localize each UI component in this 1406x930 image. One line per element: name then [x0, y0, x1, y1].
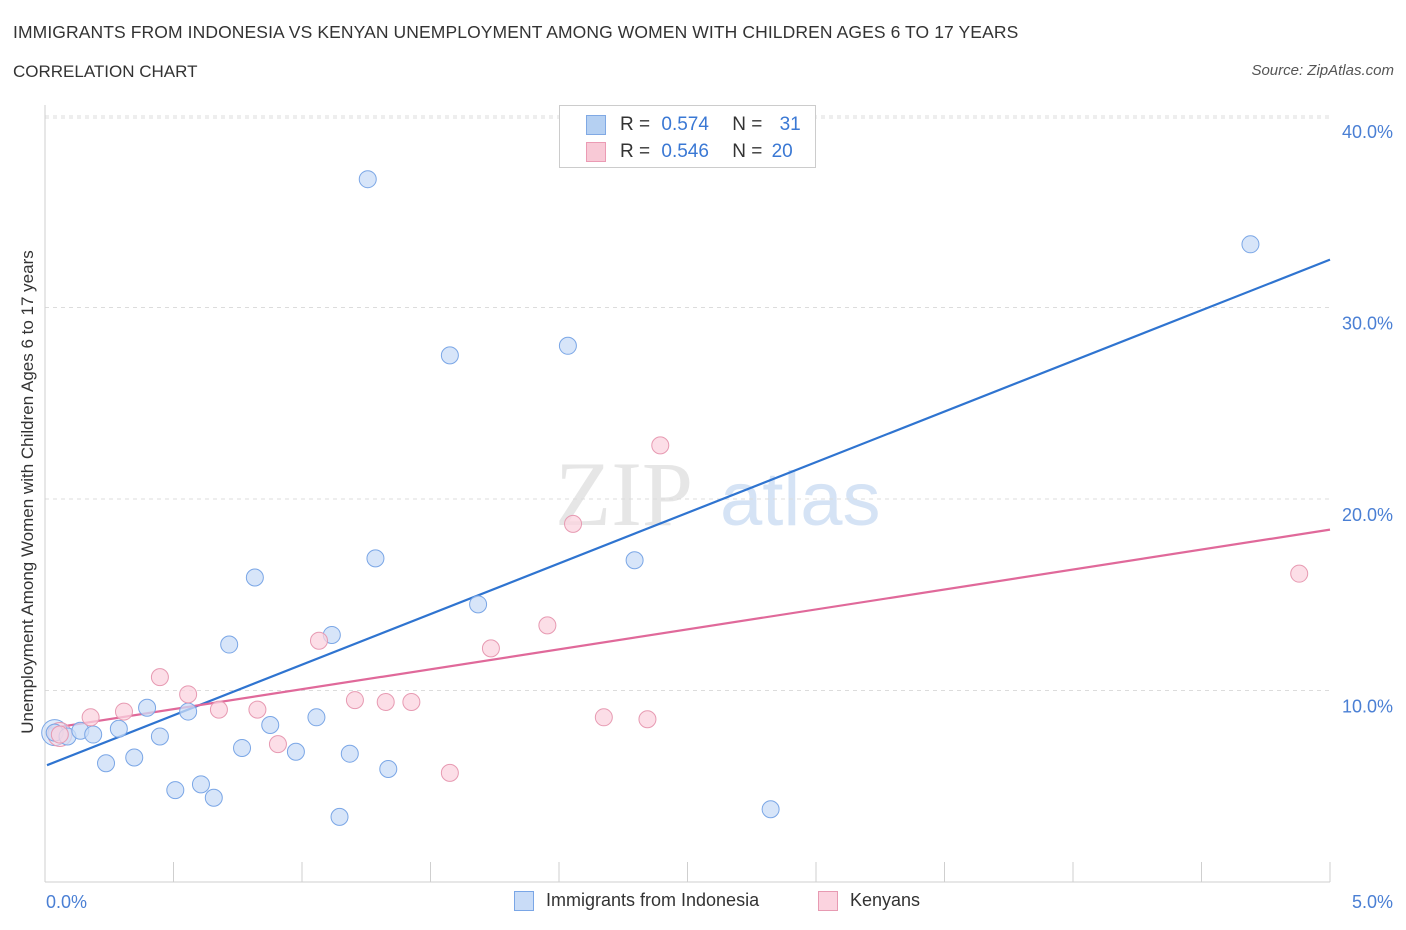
data-points [41, 170, 1309, 826]
point-kenyans [179, 685, 198, 704]
point-indonesia [469, 595, 488, 614]
point-indonesia [761, 800, 780, 819]
point-indonesia [261, 715, 280, 734]
point-kenyans [209, 700, 228, 719]
source-credit: Source: ZipAtlas.com [1251, 62, 1394, 79]
point-indonesia [125, 748, 144, 767]
r-value: 0.574 [661, 114, 709, 135]
y-tick-label: 40.0% [1342, 122, 1393, 142]
y-tick-label: 20.0% [1342, 505, 1393, 525]
point-indonesia [379, 760, 398, 779]
point-indonesia [558, 336, 577, 355]
chart-title: IMMIGRANTS FROM INDONESIA VS KENYAN UNEM… [13, 22, 1019, 42]
chart-subtitle: CORRELATION CHART [13, 62, 198, 81]
point-kenyans [538, 616, 557, 635]
axes [44, 105, 1331, 883]
point-kenyans [345, 691, 364, 710]
r-value: 0.546 [661, 141, 709, 162]
x-tick-label: 5.0% [1352, 892, 1393, 912]
n-value: 20 [771, 141, 793, 162]
point-kenyans [114, 702, 133, 721]
point-indonesia [97, 754, 116, 773]
point-indonesia [233, 738, 252, 757]
point-indonesia [440, 346, 459, 365]
n-value: 31 [779, 114, 801, 135]
point-kenyans [1290, 564, 1309, 583]
point-indonesia [245, 568, 264, 587]
legend-swatch-kenyans [586, 142, 606, 162]
point-kenyans [248, 700, 267, 719]
n-label: N = [732, 141, 763, 162]
correlation-legend: R = 0.574 N = 31 R = 0.546 N = 20 [559, 105, 816, 168]
point-indonesia [166, 781, 185, 800]
point-indonesia [191, 775, 210, 794]
n-label: N = [732, 114, 763, 135]
point-kenyans [651, 436, 670, 455]
point-indonesia [220, 635, 239, 654]
point-indonesia [204, 788, 223, 807]
point-indonesia [625, 551, 644, 570]
legend-swatch-indonesia [586, 115, 606, 135]
r-label: R = [620, 114, 651, 135]
point-indonesia [150, 727, 169, 746]
r-label: R = [620, 141, 651, 162]
trend-line-indonesia [46, 258, 1331, 767]
legend-label-indonesia: Immigrants from Indonesia [546, 890, 760, 910]
point-indonesia [179, 702, 198, 721]
point-kenyans [440, 763, 459, 782]
trend-line-kenyans [46, 528, 1331, 730]
point-kenyans [481, 639, 500, 658]
point-indonesia [138, 698, 157, 717]
point-indonesia [1241, 235, 1260, 254]
point-kenyans [376, 692, 395, 711]
point-indonesia [366, 549, 385, 568]
point-indonesia [84, 725, 103, 744]
watermark: ZIP atlas [555, 443, 881, 545]
point-indonesia [340, 744, 359, 763]
trend-lines [46, 258, 1331, 767]
legend-swatch-kenyans [818, 891, 838, 911]
point-kenyans [594, 708, 613, 727]
tick-labels: 10.0% 20.0% 30.0% 40.0% 0.0% 5.0% [46, 122, 1393, 912]
point-kenyans [564, 514, 583, 533]
point-kenyans [81, 708, 100, 727]
point-indonesia [109, 719, 128, 738]
point-indonesia [286, 742, 305, 761]
y-tick-label: 30.0% [1342, 314, 1393, 334]
y-tick-label: 10.0% [1342, 697, 1393, 717]
point-indonesia [307, 708, 326, 727]
point-indonesia [358, 170, 377, 189]
grid-lines [45, 115, 1330, 691]
point-kenyans [50, 725, 69, 744]
point-kenyans [268, 735, 287, 754]
legend-label-kenyans: Kenyans [850, 890, 921, 910]
point-kenyans [309, 631, 328, 650]
point-kenyans [638, 710, 657, 729]
legend-swatch-indonesia [514, 891, 534, 911]
point-indonesia [330, 807, 349, 826]
point-kenyans [402, 692, 421, 711]
x-tick-label: 0.0% [46, 892, 87, 912]
point-kenyans [150, 668, 169, 687]
